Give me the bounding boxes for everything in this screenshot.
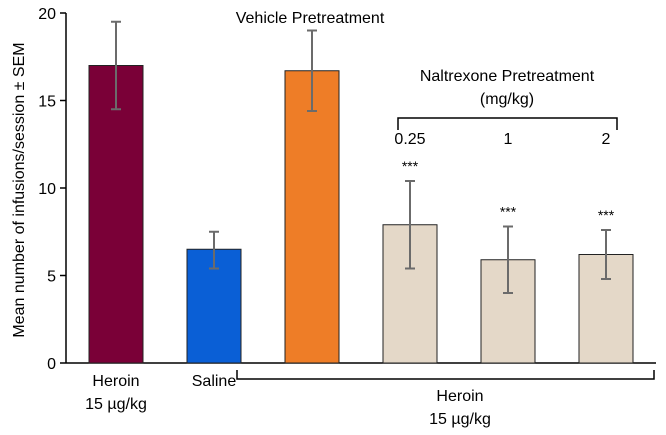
vehicle-pretreatment-label: Vehicle Pretreatment bbox=[236, 10, 385, 27]
y-tick-label: 20 bbox=[38, 6, 56, 23]
y-tick-label: 5 bbox=[47, 269, 56, 286]
y-tick-label: 10 bbox=[38, 181, 56, 198]
dose-label: 0.25 bbox=[394, 131, 425, 148]
dose-label: 1 bbox=[504, 131, 513, 148]
error-bars-group bbox=[111, 20, 611, 294]
dose-labels: 0.25 1 2 bbox=[394, 131, 610, 148]
significance-markers: *** *** *** bbox=[402, 158, 615, 223]
significance-marker: *** bbox=[402, 158, 419, 174]
y-tick-label: 15 bbox=[38, 94, 56, 111]
x-category-label: Saline bbox=[192, 373, 237, 390]
naltrexone-bracket bbox=[397, 117, 618, 130]
y-tick-label: 0 bbox=[47, 356, 56, 373]
significance-marker: *** bbox=[598, 207, 615, 223]
x-axis-labels: Heroin 15 µg/kg Saline bbox=[85, 373, 236, 413]
bar bbox=[284, 70, 340, 364]
significance-marker: *** bbox=[500, 204, 517, 220]
x-category-label: Heroin bbox=[92, 373, 139, 390]
heroin-group-dose-label: 15 µg/kg bbox=[429, 411, 491, 428]
heroin-group-bracket bbox=[236, 370, 655, 380]
y-axis-label: Mean number of infusions/session ± SEM bbox=[11, 42, 28, 337]
naltrexone-pretreatment-label: Naltrexone Pretreatment bbox=[420, 68, 595, 85]
bars-group bbox=[88, 65, 634, 364]
naltrexone-unit-label: (mg/kg) bbox=[480, 91, 534, 108]
dose-label: 2 bbox=[602, 131, 611, 148]
y-axis: 0 5 10 15 20 bbox=[38, 6, 656, 373]
heroin-group-label: Heroin bbox=[436, 388, 483, 405]
x-category-sublabel: 15 µg/kg bbox=[85, 396, 147, 413]
bar bbox=[88, 65, 144, 364]
